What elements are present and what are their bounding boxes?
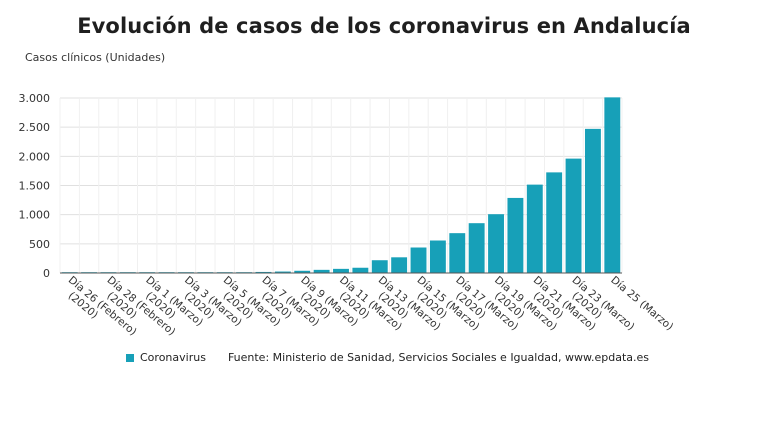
bar (313, 269, 330, 273)
y-tick-label: 1.000 (19, 209, 51, 222)
bar (449, 233, 466, 273)
bar (352, 267, 369, 273)
y-tick-label: 2.500 (19, 121, 51, 134)
source-note: Fuente: Ministerio de Sanidad, Servicios… (227, 351, 650, 364)
y-tick-label: 1.500 (19, 180, 51, 193)
y-tick-label: 0 (43, 267, 50, 280)
bar (371, 260, 388, 273)
bar (410, 247, 427, 273)
y-axis-label: Casos clínicos (Unidades) (25, 51, 166, 64)
y-tick-label: 3.000 (19, 92, 51, 105)
bar (526, 184, 543, 273)
bar (294, 270, 311, 273)
chart-title: Evolución de casos de los coronavirus en… (77, 14, 691, 38)
bar (488, 214, 504, 273)
bar (468, 223, 485, 273)
bar (429, 240, 446, 273)
bar (274, 271, 291, 273)
legend-swatch-coronavirus (126, 353, 134, 362)
bar (565, 158, 582, 273)
bar (546, 172, 563, 273)
legend: Coronavirus Fuente: Ministerio de Sanida… (126, 351, 649, 364)
bar (333, 268, 349, 273)
bar (391, 257, 408, 273)
bar (507, 197, 524, 273)
bar (584, 128, 601, 273)
y-tick-label: 500 (29, 238, 50, 251)
bar (255, 271, 272, 273)
y-tick-label: 2.000 (19, 150, 51, 163)
bar (604, 97, 621, 273)
legend-label-coronavirus: Coronavirus (140, 351, 206, 364)
